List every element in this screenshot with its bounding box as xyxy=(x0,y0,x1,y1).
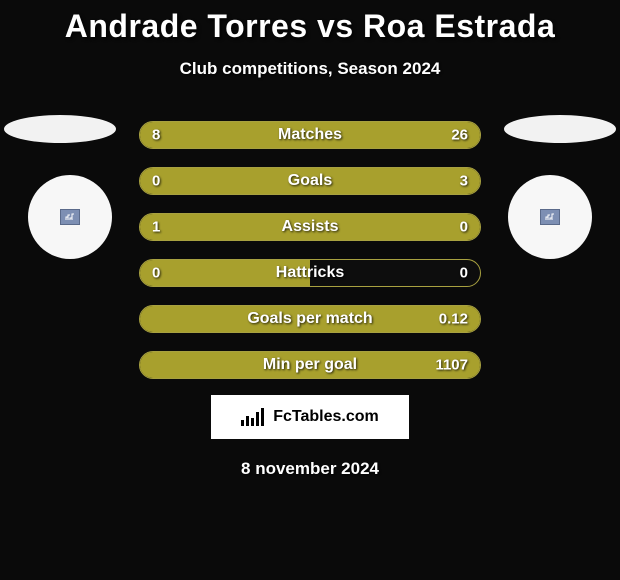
bar-label: Goals xyxy=(288,172,332,190)
date-label: 8 november 2024 xyxy=(0,459,620,479)
bar-label: Hattricks xyxy=(276,264,344,282)
player-circle-left xyxy=(28,175,112,259)
bar-value-right: 0.12 xyxy=(439,311,468,328)
bar-value-left: 0 xyxy=(152,265,160,282)
player-ellipse-left xyxy=(4,115,116,143)
bar-label: Min per goal xyxy=(263,356,357,374)
bar-label: Goals per match xyxy=(247,310,372,328)
stat-bar-row: Goals per match 0.12 xyxy=(139,305,481,333)
stat-bar-row: 0 Hattricks 0 xyxy=(139,259,481,287)
bar-value-right: 1107 xyxy=(435,357,468,374)
stat-bars: 8 Matches 26 0 Goals 3 1 Assists 0 0 Hattricks 0 Goa… xyxy=(139,121,481,379)
bar-value-right: 0 xyxy=(460,219,468,236)
bar-value-right: 3 xyxy=(460,173,468,190)
content-area: 8 Matches 26 0 Goals 3 1 Assists 0 0 Hattricks 0 Goa… xyxy=(0,121,620,479)
player-badge-left xyxy=(60,209,80,225)
player-ellipse-right xyxy=(504,115,616,143)
bar-value-right: 0 xyxy=(460,265,468,282)
bar-label: Assists xyxy=(282,218,339,236)
player-badge-right xyxy=(540,209,560,225)
player-circle-right xyxy=(508,175,592,259)
stat-bar-row: 1 Assists 0 xyxy=(139,213,481,241)
bar-value-left: 0 xyxy=(152,173,160,190)
subtitle: Club competitions, Season 2024 xyxy=(0,59,620,79)
bar-label: Matches xyxy=(278,126,342,144)
bar-value-left: 1 xyxy=(152,219,160,236)
bar-fill-right xyxy=(220,122,480,148)
stat-bar-row: 0 Goals 3 xyxy=(139,167,481,195)
stat-bar-row: Min per goal 1107 xyxy=(139,351,481,379)
logo-text: FcTables.com xyxy=(273,408,379,426)
logo-box: FcTables.com xyxy=(211,395,409,439)
page-title: Andrade Torres vs Roa Estrada xyxy=(0,8,620,45)
bar-value-right: 26 xyxy=(451,127,468,144)
stat-bar-row: 8 Matches 26 xyxy=(139,121,481,149)
chart-container: Andrade Torres vs Roa Estrada Club compe… xyxy=(0,0,620,580)
bars-icon xyxy=(241,408,267,426)
bar-value-left: 8 xyxy=(152,127,160,144)
